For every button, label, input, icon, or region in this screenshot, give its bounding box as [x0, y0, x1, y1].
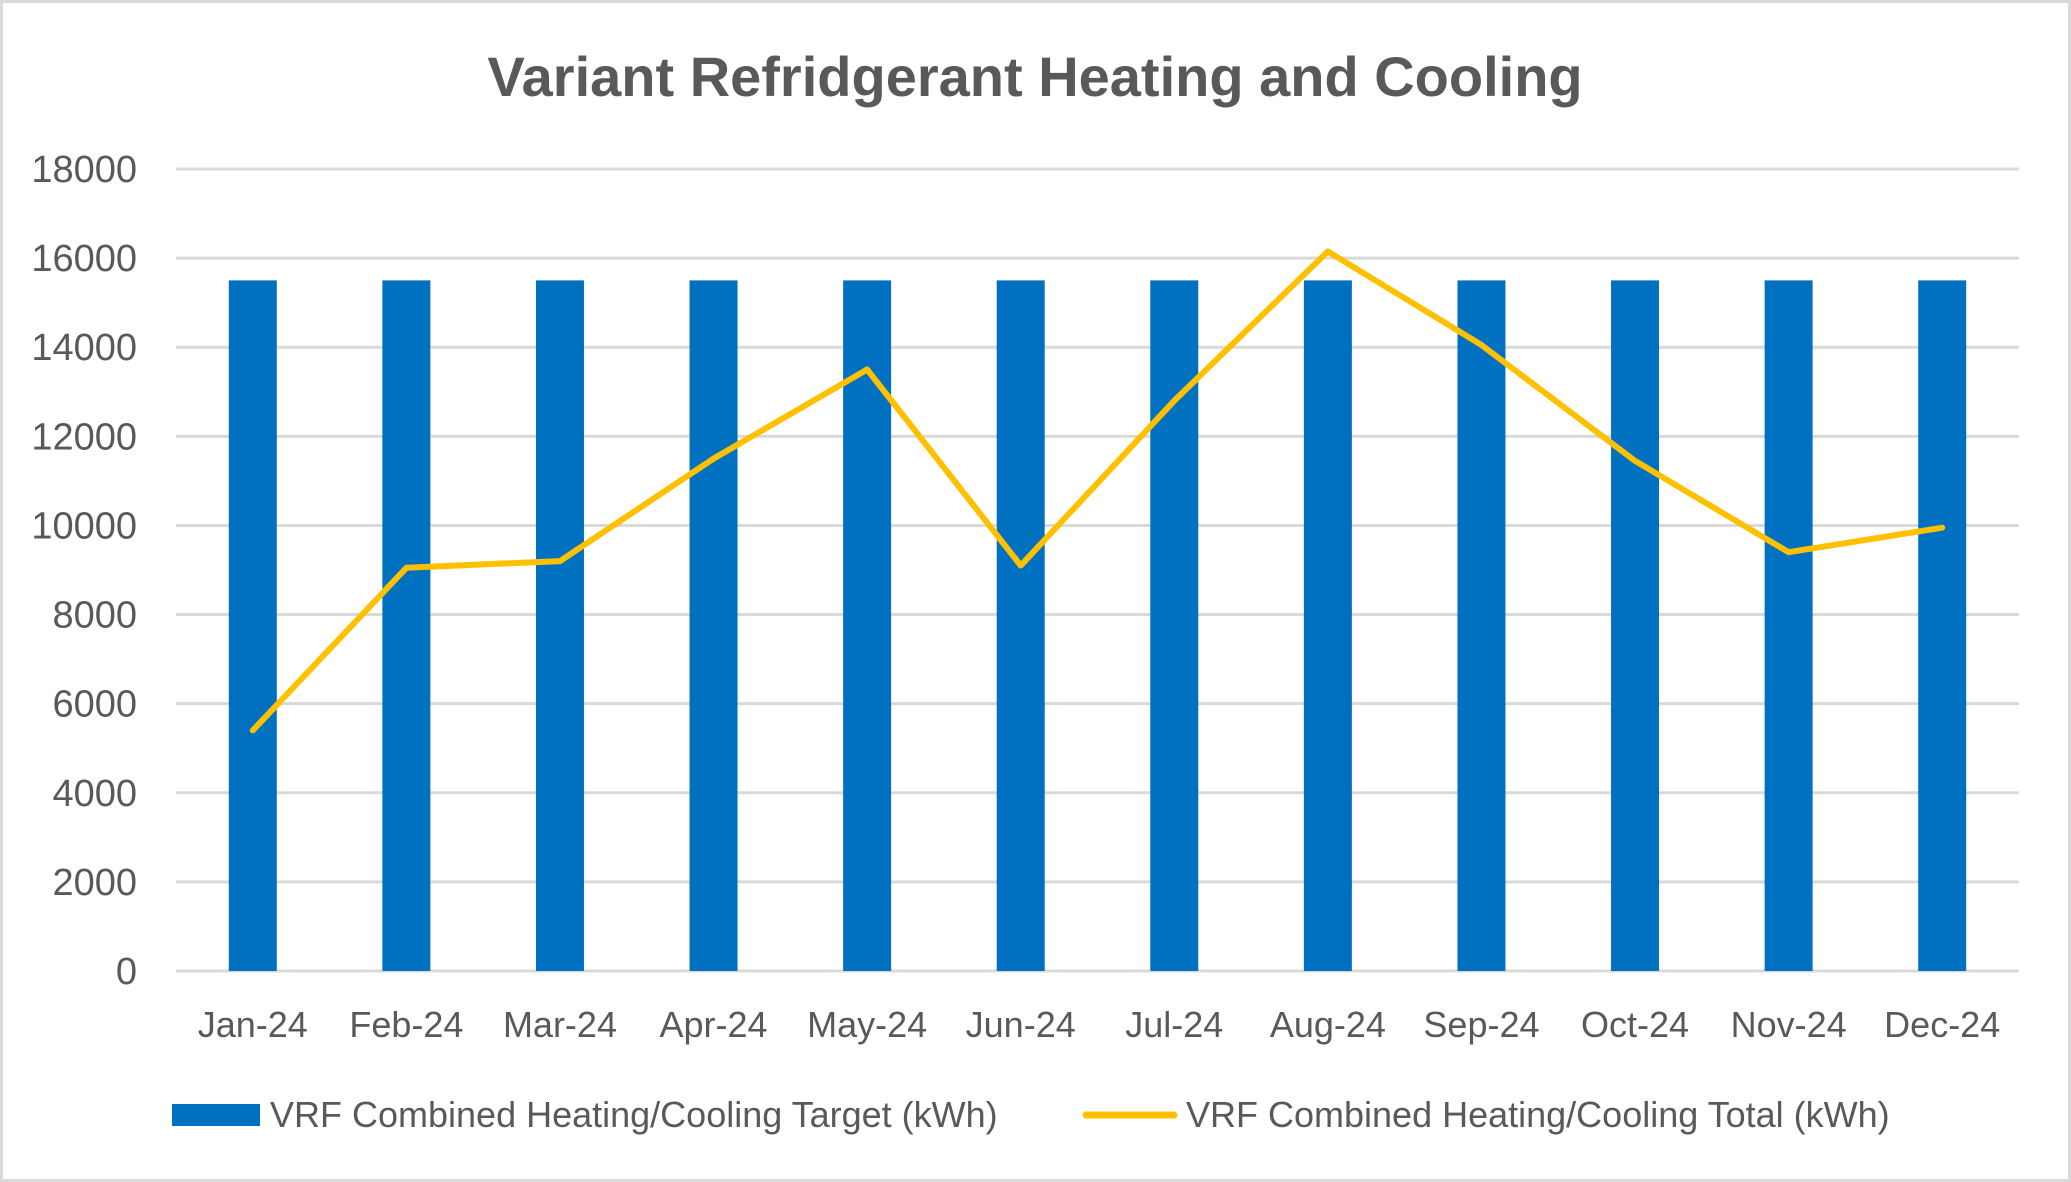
y-tick-label: 0 — [116, 951, 137, 993]
x-axis: Jan-24 Feb-24 Mar-24 Apr-24 May-24 Jun-24 Jul-… — [198, 1004, 2000, 1045]
legend-label-target: VRF Combined Heating/Cooling Target (kWh… — [270, 1094, 998, 1135]
bar-jan-24[interactable] — [228, 280, 277, 971]
bar-series — [228, 280, 1967, 971]
legend-item-total[interactable]: VRF Combined Heating/Cooling Total (kWh) — [1082, 1094, 1890, 1135]
x-tick-label: May-24 — [807, 1004, 927, 1045]
bar-aug-24[interactable] — [1303, 280, 1352, 971]
x-tick-label: Jul-24 — [1125, 1004, 1223, 1045]
line-series — [249, 248, 1946, 734]
x-tick-label: Dec-24 — [1884, 1004, 2000, 1045]
x-tick-label: Feb-24 — [349, 1004, 463, 1045]
x-tick-label: Jan-24 — [198, 1004, 308, 1045]
bar-jun-24[interactable] — [996, 280, 1045, 971]
x-tick-label: Jun-24 — [966, 1004, 1076, 1045]
y-tick-label: 8000 — [52, 595, 137, 637]
y-tick-label: 4000 — [52, 773, 137, 815]
total-line[interactable] — [249, 248, 1946, 734]
gridlines — [176, 167, 2019, 973]
bar-jul-24[interactable] — [1150, 280, 1199, 971]
y-tick-label: 2000 — [52, 862, 137, 904]
bar-oct-24[interactable] — [1611, 280, 1660, 971]
legend-item-target[interactable]: VRF Combined Heating/Cooling Target (kWh… — [172, 1094, 998, 1135]
bar-nov-24[interactable] — [1764, 280, 1813, 971]
x-tick-label: Nov-24 — [1731, 1004, 1847, 1045]
x-tick-label: Aug-24 — [1270, 1004, 1386, 1045]
y-tick-label: 18000 — [31, 149, 137, 191]
bar-mar-24[interactable] — [535, 280, 584, 971]
bar-feb-24[interactable] — [382, 280, 431, 971]
y-tick-label: 6000 — [52, 684, 137, 726]
bar-apr-24[interactable] — [689, 280, 738, 971]
y-axis: 0 2000 4000 6000 8000 10000 12000 14000 16000 180… — [31, 149, 137, 993]
legend: VRF Combined Heating/Cooling Target (kWh… — [172, 1094, 1890, 1135]
bar-dec-24[interactable] — [1918, 280, 1967, 971]
x-tick-label: Sep-24 — [1423, 1004, 1539, 1045]
chart-title: Variant Refridgerant Heating and Cooling — [487, 45, 1582, 108]
y-tick-label: 14000 — [31, 327, 137, 369]
legend-swatch-bar — [172, 1104, 260, 1126]
x-tick-label: Oct-24 — [1581, 1004, 1689, 1045]
x-tick-label: Apr-24 — [660, 1004, 768, 1045]
legend-label-total: VRF Combined Heating/Cooling Total (kWh) — [1186, 1094, 1890, 1135]
bar-sep-24[interactable] — [1457, 280, 1506, 971]
bar-may-24[interactable] — [843, 280, 892, 971]
x-tick-label: Mar-24 — [503, 1004, 617, 1045]
y-tick-label: 16000 — [31, 238, 137, 280]
y-tick-label: 12000 — [31, 416, 137, 458]
y-tick-label: 10000 — [31, 505, 137, 547]
